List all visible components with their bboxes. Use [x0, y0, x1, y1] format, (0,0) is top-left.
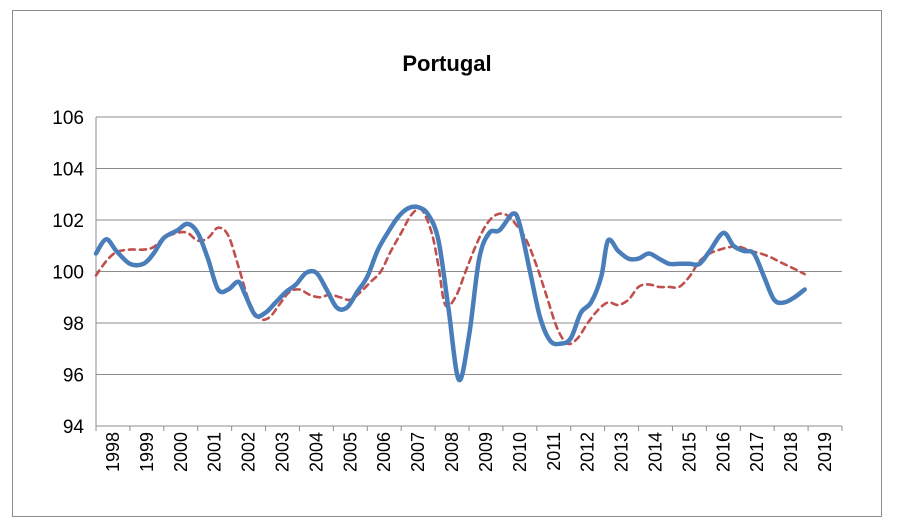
x-tick-label: 2018 [781, 432, 801, 472]
x-tick-label: 2014 [646, 432, 666, 472]
x-tick-label: 2013 [612, 432, 632, 472]
y-tick-label: 100 [52, 263, 84, 284]
x-tick-label: 2008 [442, 432, 462, 472]
x-tick-label: 2007 [408, 432, 428, 472]
x-tick-label: 2004 [306, 432, 326, 472]
x-tick-label: 2002 [239, 432, 259, 472]
x-tick-label: 2015 [679, 432, 699, 472]
chart-title: Portugal [402, 51, 492, 76]
y-tick-label: 96 [63, 366, 84, 387]
chart-frame: Portugal 94 96 98 100 102 104 106 1998 1999 2000 2… [12, 10, 882, 517]
y-tick-label: 98 [63, 314, 84, 335]
x-tick-label: 2006 [374, 432, 394, 472]
series-line-dashed-red [94, 207, 806, 346]
y-tick-label: 94 [63, 417, 85, 438]
x-tick-label: 2017 [747, 432, 767, 472]
x-tick-label: 2011 [544, 432, 564, 471]
x-tick-label: 2012 [578, 432, 598, 472]
x-tick-label: 2003 [273, 432, 293, 472]
x-tick-label: 1998 [103, 432, 123, 472]
x-tick-label: 2009 [476, 432, 496, 472]
x-tick-label: 2019 [815, 432, 835, 472]
x-tick-label: 2001 [205, 432, 225, 472]
x-tick-label: 2016 [713, 432, 733, 472]
series-line-solid-blue [93, 204, 807, 383]
x-tick-label: 2000 [171, 432, 191, 472]
y-tick-label: 106 [52, 108, 84, 129]
y-tick-label: 102 [52, 211, 84, 232]
x-tick-label: 2010 [510, 432, 530, 472]
y-tick-label: 104 [52, 160, 84, 181]
line-chart: 94 96 98 100 102 104 106 1998 1999 2000 2001 2002 20… [52, 108, 843, 472]
x-tick-label: 1999 [137, 432, 157, 472]
x-tick-label: 2005 [340, 432, 360, 472]
